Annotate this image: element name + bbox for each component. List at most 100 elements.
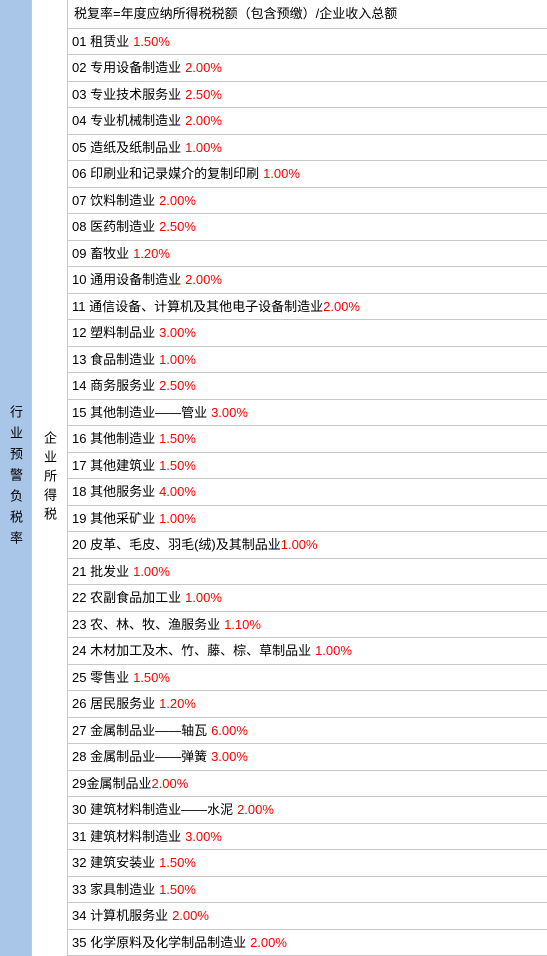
row-label: 02 专用设备制造业 bbox=[72, 58, 181, 78]
table-row: 01 租赁业1.50% bbox=[68, 29, 547, 56]
row-label: 34 计算机服务业 bbox=[72, 906, 168, 926]
table-row: 33 家具制造业1.50% bbox=[68, 877, 547, 904]
row-label: 32 建筑安装业 bbox=[72, 853, 155, 873]
table-row: 25 零售业1.50% bbox=[68, 665, 547, 692]
row-label: 18 其他服务业 bbox=[72, 482, 155, 502]
table-row: 31 建筑材料制造业3.00% bbox=[68, 824, 547, 851]
row-label: 10 通用设备制造业 bbox=[72, 270, 181, 290]
row-label: 04 专业机械制造业 bbox=[72, 111, 181, 131]
row-percentage: 1.00% bbox=[315, 641, 352, 661]
row-label: 19 其他采矿业 bbox=[72, 509, 155, 529]
table-row: 13 食品制造业1.00% bbox=[68, 347, 547, 374]
table-row: 08 医药制造业2.50% bbox=[68, 214, 547, 241]
row-percentage: 3.00% bbox=[211, 747, 248, 767]
table-row: 14 商务服务业2.50% bbox=[68, 373, 547, 400]
table-row: 11 通信设备、计算机及其他电子设备制造业2.00% bbox=[68, 294, 547, 321]
row-label: 29金属制品业 bbox=[72, 774, 151, 794]
row-label: 30 建筑材料制造业——水泥 bbox=[72, 800, 233, 820]
table-row: 26 居民服务业1.20% bbox=[68, 691, 547, 718]
row-label: 31 建筑材料制造业 bbox=[72, 827, 181, 847]
row-percentage: 2.00% bbox=[237, 800, 274, 820]
category-label-left: 行业预警负税率 bbox=[0, 0, 32, 956]
table-row: 12 塑料制品业3.00% bbox=[68, 320, 547, 347]
table-row: 02 专用设备制造业2.00% bbox=[68, 55, 547, 82]
table-row: 24 木材加工及木、竹、藤、棕、草制品业1.00% bbox=[68, 638, 547, 665]
formula-header: 税复率=年度应纳所得税税额（包含预缴）/企业收入总额 bbox=[68, 0, 547, 29]
row-percentage: 2.00% bbox=[323, 297, 360, 317]
table-row: 28 金属制品业——弹簧3.00% bbox=[68, 744, 547, 771]
row-label: 01 租赁业 bbox=[72, 32, 129, 52]
row-label: 35 化学原料及化学制品制造业 bbox=[72, 933, 246, 953]
row-label: 14 商务服务业 bbox=[72, 376, 155, 396]
row-percentage: 2.50% bbox=[185, 85, 222, 105]
row-percentage: 1.50% bbox=[159, 880, 196, 900]
row-label: 11 通信设备、计算机及其他电子设备制造业 bbox=[72, 297, 323, 317]
table-row: 17 其他建筑业1.50% bbox=[68, 453, 547, 480]
rows-container: 01 租赁业1.50%02 专用设备制造业2.00%03 专业技术服务业2.50… bbox=[68, 29, 547, 956]
row-percentage: 2.00% bbox=[151, 774, 188, 794]
data-column: 税复率=年度应纳所得税税额（包含预缴）/企业收入总额 01 租赁业1.50%02… bbox=[68, 0, 547, 956]
row-percentage: 2.00% bbox=[185, 270, 222, 290]
row-label: 24 木材加工及木、竹、藤、棕、草制品业 bbox=[72, 641, 311, 661]
row-percentage: 2.00% bbox=[250, 933, 287, 953]
table-row: 27 金属制品业——轴瓦6.00% bbox=[68, 718, 547, 745]
row-percentage: 1.00% bbox=[263, 164, 300, 184]
row-label: 15 其他制造业——管业 bbox=[72, 403, 207, 423]
row-percentage: 1.20% bbox=[159, 694, 196, 714]
row-percentage: 1.00% bbox=[185, 138, 222, 158]
row-percentage: 1.00% bbox=[281, 535, 318, 555]
row-percentage: 2.50% bbox=[159, 376, 196, 396]
row-percentage: 2.00% bbox=[159, 191, 196, 211]
table-row: 18 其他服务业4.00% bbox=[68, 479, 547, 506]
table-row: 20 皮革、毛皮、羽毛(绒)及其制品业1.00% bbox=[68, 532, 547, 559]
row-label: 21 批发业 bbox=[72, 562, 129, 582]
table-row: 10 通用设备制造业2.00% bbox=[68, 267, 547, 294]
table-row: 07 饮料制造业2.00% bbox=[68, 188, 547, 215]
table-row: 19 其他采矿业1.00% bbox=[68, 506, 547, 533]
table-row: 32 建筑安装业1.50% bbox=[68, 850, 547, 877]
row-percentage: 1.50% bbox=[133, 668, 170, 688]
row-percentage: 3.00% bbox=[185, 827, 222, 847]
table-row: 22 农副食品加工业1.00% bbox=[68, 585, 547, 612]
table-row: 06 印刷业和记录媒介的复制印刷1.00% bbox=[68, 161, 547, 188]
row-label: 33 家具制造业 bbox=[72, 880, 155, 900]
row-percentage: 3.00% bbox=[211, 403, 248, 423]
row-percentage: 1.20% bbox=[133, 244, 170, 264]
row-label: 27 金属制品业——轴瓦 bbox=[72, 721, 207, 741]
row-percentage: 2.00% bbox=[185, 58, 222, 78]
row-label: 03 专业技术服务业 bbox=[72, 85, 181, 105]
row-percentage: 1.10% bbox=[224, 615, 261, 635]
row-label: 25 零售业 bbox=[72, 668, 129, 688]
row-label: 20 皮革、毛皮、羽毛(绒)及其制品业 bbox=[72, 535, 281, 555]
row-percentage: 1.00% bbox=[133, 562, 170, 582]
row-label: 09 畜牧业 bbox=[72, 244, 129, 264]
row-label: 28 金属制品业——弹簧 bbox=[72, 747, 207, 767]
row-label: 05 造纸及纸制品业 bbox=[72, 138, 181, 158]
row-label: 08 医药制造业 bbox=[72, 217, 155, 237]
table-row: 09 畜牧业1.20% bbox=[68, 241, 547, 268]
table-row: 03 专业技术服务业2.50% bbox=[68, 82, 547, 109]
row-percentage: 3.00% bbox=[159, 323, 196, 343]
row-label: 12 塑料制品业 bbox=[72, 323, 155, 343]
table-row: 16 其他制造业1.50% bbox=[68, 426, 547, 453]
table-row: 15 其他制造业——管业3.00% bbox=[68, 400, 547, 427]
row-label: 17 其他建筑业 bbox=[72, 456, 155, 476]
row-percentage: 2.00% bbox=[185, 111, 222, 131]
row-percentage: 4.00% bbox=[159, 482, 196, 502]
row-label: 22 农副食品加工业 bbox=[72, 588, 181, 608]
row-label: 23 农、林、牧、渔服务业 bbox=[72, 615, 220, 635]
row-percentage: 1.00% bbox=[159, 350, 196, 370]
tax-rate-table: 行业预警负税率 企业所得税 税复率=年度应纳所得税税额（包含预缴）/企业收入总额… bbox=[0, 0, 547, 956]
table-row: 21 批发业1.00% bbox=[68, 559, 547, 586]
row-label: 07 饮料制造业 bbox=[72, 191, 155, 211]
table-row: 35 化学原料及化学制品制造业2.00% bbox=[68, 930, 547, 956]
row-percentage: 1.50% bbox=[133, 32, 170, 52]
category-label-mid: 企业所得税 bbox=[32, 0, 68, 956]
row-percentage: 1.50% bbox=[159, 429, 196, 449]
table-row: 34 计算机服务业2.00% bbox=[68, 903, 547, 930]
row-percentage: 1.50% bbox=[159, 456, 196, 476]
row-percentage: 1.00% bbox=[159, 509, 196, 529]
row-percentage: 1.00% bbox=[185, 588, 222, 608]
row-label: 26 居民服务业 bbox=[72, 694, 155, 714]
table-row: 23 农、林、牧、渔服务业1.10% bbox=[68, 612, 547, 639]
